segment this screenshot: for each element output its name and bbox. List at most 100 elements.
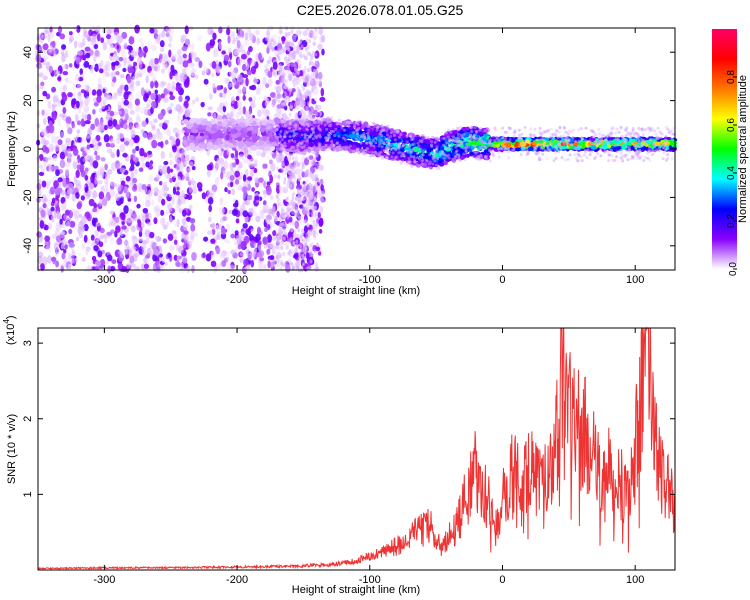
spectrogram-cell <box>59 113 66 118</box>
spectrogram-cell <box>159 58 166 65</box>
spectrogram-cell <box>99 68 104 74</box>
spectrogram-cell <box>42 202 47 209</box>
spectrogram-cell <box>314 104 318 109</box>
spectrogram-cell <box>42 90 48 97</box>
spectrogram-cell <box>162 184 168 193</box>
spectrogram-cell <box>64 77 69 83</box>
spectrogram-cell <box>219 251 225 260</box>
spectrogram-cell <box>313 267 317 272</box>
spectrogram-cell <box>132 61 138 67</box>
spectrogram-cell <box>53 180 59 189</box>
spectrogram-cell <box>155 174 161 180</box>
spectrogram-cell <box>97 179 103 185</box>
spectrogram-cell <box>312 220 316 225</box>
spectrogram-cell <box>255 215 261 223</box>
spectrogram-cell <box>168 192 175 198</box>
spectrogram-cell <box>197 35 203 42</box>
spectrogram-cell <box>293 249 297 254</box>
spectrogram-cell <box>85 96 91 104</box>
spectrogram-cell <box>314 205 318 210</box>
spectrogram-cell <box>188 134 194 140</box>
spectrogram-cell <box>96 33 101 42</box>
spectrogram-cell <box>315 176 319 181</box>
spectrogram-cell <box>290 262 294 267</box>
spectrogram-cell <box>184 25 189 35</box>
spectrogram-cell <box>158 32 164 38</box>
spectrogram-cell <box>236 136 243 142</box>
spectrogram-cell <box>134 24 140 34</box>
spectrogram-cell <box>275 240 279 245</box>
spectrogram-cell <box>290 228 293 233</box>
spectrogram-cell <box>304 47 308 52</box>
spectrogram-cell <box>271 236 276 241</box>
spectrogram-cell <box>234 170 240 178</box>
spectrogram-cell <box>91 33 98 40</box>
spectrogram-cell <box>298 216 301 221</box>
spectrogram-cell <box>281 73 284 78</box>
spectrogram-cell <box>302 99 306 104</box>
spectrogram-cell <box>163 64 169 71</box>
spectrogram-cell <box>262 190 267 195</box>
spectrogram-cell <box>234 230 239 236</box>
spectrogram-cell <box>304 180 308 185</box>
spectrogram-cell <box>310 184 314 189</box>
spectrogram-cell <box>100 37 105 44</box>
spectrogram-cell <box>97 250 103 258</box>
spectrogram-cell <box>295 243 299 248</box>
spectrogram-cell <box>206 169 212 178</box>
spectrogram-cell <box>249 85 254 90</box>
spectrogram-cell <box>61 93 68 102</box>
spectrogram-cell <box>286 95 289 100</box>
spectrogram-cell <box>140 129 145 134</box>
spectrogram-cell <box>97 124 102 133</box>
spectrogram-cell <box>285 218 290 224</box>
spectrogram-cell <box>160 150 165 160</box>
spectrogram-cell <box>75 191 80 199</box>
spectrogram-cell <box>153 118 158 123</box>
spectrogram-cell <box>110 71 116 78</box>
spectrogram-cell <box>294 69 298 74</box>
spectrogram-cell <box>242 157 249 164</box>
spectrogram-cell <box>121 266 127 273</box>
spectrogram-cell <box>176 176 182 185</box>
spectrogram-cell <box>62 71 69 76</box>
spectrogram-cell <box>425 139 431 145</box>
spectrogram-cell <box>56 212 61 220</box>
spectrogram-cell <box>264 36 269 41</box>
spectrogram-cell <box>153 132 159 140</box>
spectrogram-cell <box>68 63 73 68</box>
spectrogram-cell <box>198 60 203 69</box>
spectrogram-cell <box>195 97 200 102</box>
spectrogram-cell <box>190 42 195 51</box>
spectrogram-cell <box>290 43 294 48</box>
spectrogram-cell <box>115 193 120 202</box>
spectrogram-cell <box>290 250 294 255</box>
spectrogram-cell <box>160 68 166 74</box>
spectrogram-cell <box>314 52 318 57</box>
spectrogram-cell <box>288 239 292 244</box>
spectrogram-cell <box>281 242 285 247</box>
spectrogram-cell <box>143 106 148 115</box>
spectrogram-cell <box>72 66 76 72</box>
spectrogram-cell <box>308 29 312 34</box>
spectrogram-cell <box>153 248 159 256</box>
spectrogram-cell <box>263 264 267 270</box>
spectrogram-cell <box>48 48 53 53</box>
spectrogram-cell <box>178 245 184 254</box>
spectrogram-cell <box>91 217 96 226</box>
spectrogram-cell <box>227 82 231 89</box>
spectrogram-cell <box>168 49 172 58</box>
spectrogram-cell <box>75 169 80 179</box>
spectrogram-cell <box>267 119 273 124</box>
spectrogram-cell <box>236 39 241 49</box>
spectrogram-cell <box>306 212 310 217</box>
spectrogram-cell <box>202 252 206 258</box>
spectrogram-cell <box>318 228 323 234</box>
spectrogram-cell <box>83 60 90 68</box>
spectrogram-cell <box>36 158 41 165</box>
spectrogram-cell <box>85 248 89 256</box>
spectrogram-cell <box>307 201 311 206</box>
spectrogram-cell <box>244 199 251 206</box>
spectrogram-cell <box>59 159 66 169</box>
